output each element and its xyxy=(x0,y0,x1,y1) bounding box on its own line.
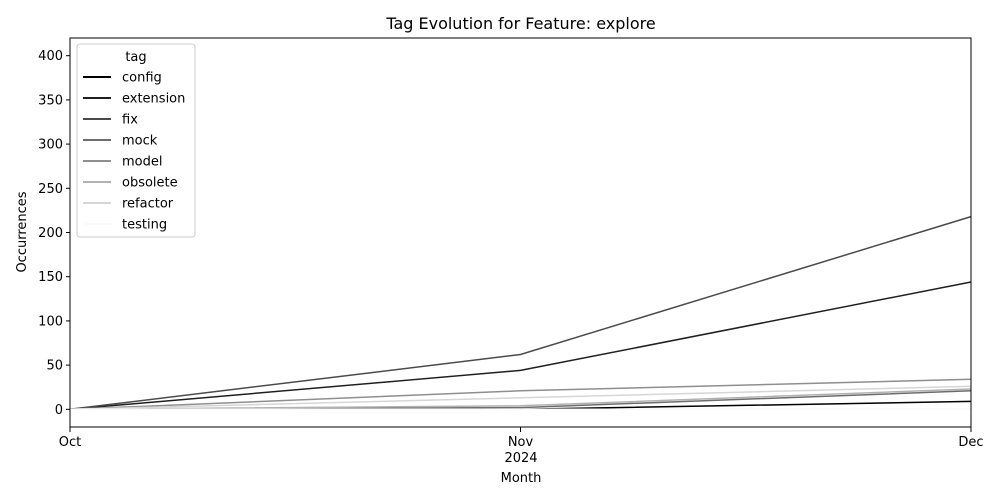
x-tick-label: Oct xyxy=(59,435,81,450)
legend: tag config extension fix mock model obsolete r… xyxy=(76,43,196,238)
legend-label-config: config xyxy=(122,71,162,86)
x-tick-label: Nov xyxy=(508,435,534,450)
x-axis: Oct Nov Dec xyxy=(59,427,984,450)
y-axis-label: Occurrences xyxy=(15,191,30,272)
series-line-fix xyxy=(69,215,972,411)
legend-label-mock: mock xyxy=(122,134,158,149)
y-tick-label: 350 xyxy=(38,93,63,108)
legend-label-model: model xyxy=(122,155,162,170)
y-tick-label: 50 xyxy=(46,359,63,374)
y-tick-label: 400 xyxy=(38,49,63,64)
series-line-model xyxy=(69,378,972,411)
series-line-extension xyxy=(69,281,972,411)
series-line-obsolete xyxy=(69,388,972,411)
legend-label-obsolete: obsolete xyxy=(122,176,178,191)
legend-label-fix: fix xyxy=(122,113,138,128)
y-tick-label: 300 xyxy=(38,138,63,153)
x-axis-year-label: 2024 xyxy=(504,451,537,466)
legend-label-extension: extension xyxy=(122,92,185,107)
legend-label-refactor: refactor xyxy=(122,197,174,212)
legend-label-testing: testing xyxy=(122,218,167,233)
y-tick-label: 100 xyxy=(38,314,63,329)
series-line-refactor xyxy=(69,385,972,411)
x-tick-label: Dec xyxy=(958,435,983,450)
legend-title: tag xyxy=(125,50,146,65)
y-tick-label: 0 xyxy=(55,403,63,418)
y-tick-label: 250 xyxy=(38,182,63,197)
legend-frame xyxy=(76,43,196,238)
x-axis-label: Month xyxy=(501,471,542,486)
y-axis: 0 50 100 150 200 250 300 350 400 xyxy=(38,49,70,418)
y-tick-label: 200 xyxy=(38,226,63,241)
plot-area xyxy=(69,37,972,428)
plot-frame xyxy=(69,37,972,428)
y-tick-label: 150 xyxy=(38,270,63,285)
chart-title: Tag Evolution for Feature: explore xyxy=(385,14,655,33)
